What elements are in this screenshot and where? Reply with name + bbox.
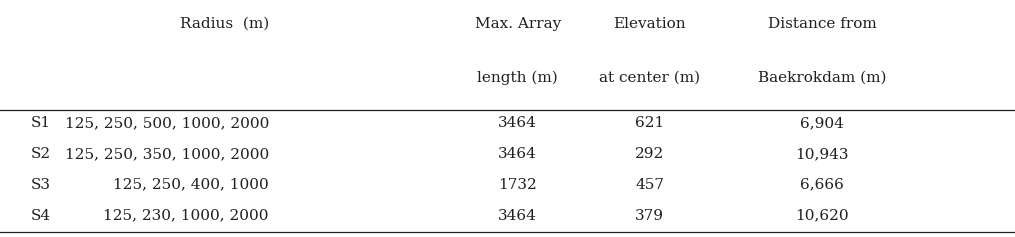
Text: 10,943: 10,943 <box>796 147 849 161</box>
Text: 292: 292 <box>635 147 664 161</box>
Text: Baekrokdam (m): Baekrokdam (m) <box>758 71 886 85</box>
Text: S1: S1 <box>30 116 51 130</box>
Text: Max. Array: Max. Array <box>475 17 560 31</box>
Text: 379: 379 <box>635 209 664 223</box>
Text: 125, 250, 350, 1000, 2000: 125, 250, 350, 1000, 2000 <box>65 147 269 161</box>
Text: 10,620: 10,620 <box>796 209 849 223</box>
Text: 457: 457 <box>635 178 664 192</box>
Text: S2: S2 <box>30 147 51 161</box>
Text: 3464: 3464 <box>498 116 537 130</box>
Text: S4: S4 <box>30 209 51 223</box>
Text: 6,666: 6,666 <box>800 178 844 192</box>
Text: 3464: 3464 <box>498 209 537 223</box>
Text: 6,904: 6,904 <box>800 116 844 130</box>
Text: S3: S3 <box>30 178 51 192</box>
Text: 125, 250, 400, 1000: 125, 250, 400, 1000 <box>114 178 269 192</box>
Text: Distance from: Distance from <box>767 17 877 31</box>
Text: 1732: 1732 <box>498 178 537 192</box>
Text: Elevation: Elevation <box>613 17 686 31</box>
Text: Radius  (m): Radius (m) <box>180 17 269 31</box>
Text: length (m): length (m) <box>477 71 558 86</box>
Text: 621: 621 <box>635 116 664 130</box>
Text: 125, 250, 500, 1000, 2000: 125, 250, 500, 1000, 2000 <box>65 116 269 130</box>
Text: at center (m): at center (m) <box>599 71 700 85</box>
Text: 125, 230, 1000, 2000: 125, 230, 1000, 2000 <box>104 209 269 223</box>
Text: 3464: 3464 <box>498 147 537 161</box>
